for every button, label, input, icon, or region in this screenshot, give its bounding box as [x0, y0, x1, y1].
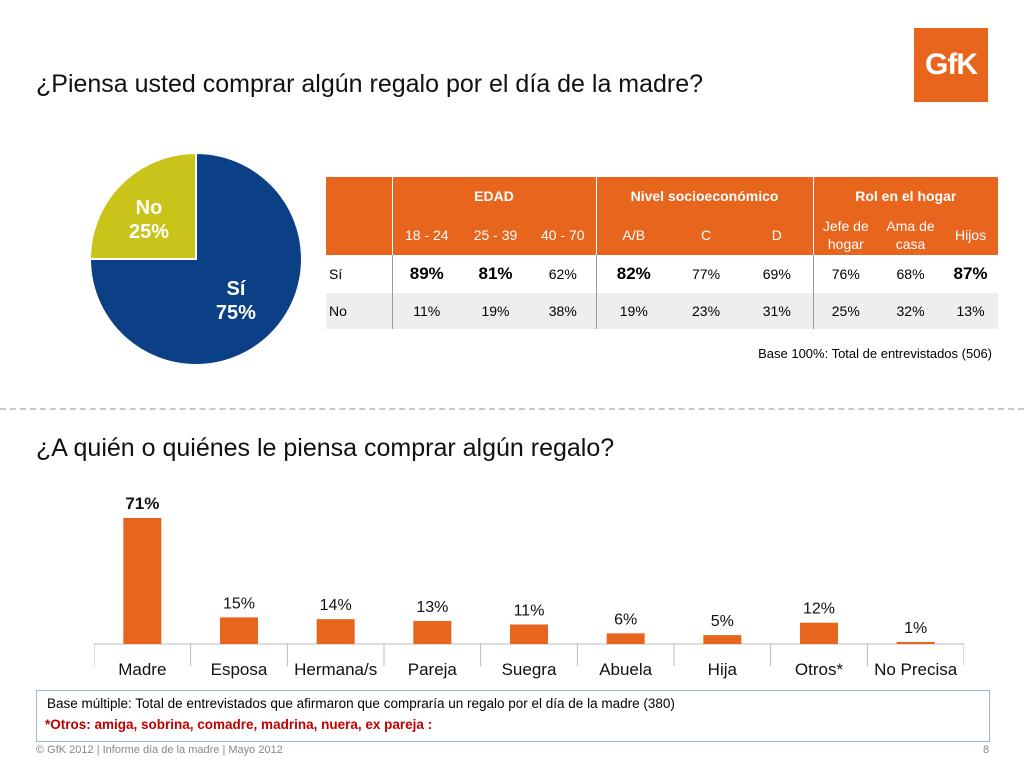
table-cell: 89%	[409, 264, 444, 283]
table-col-header: D	[741, 215, 814, 255]
pie-value-label: 25%	[129, 221, 169, 243]
bar-category-label: Hermana/s	[294, 660, 377, 679]
table-cell: 82%	[616, 264, 651, 283]
table-cell: 76%	[831, 266, 860, 282]
table-group-rol: Rol en el hogar	[813, 177, 999, 215]
table-cell: 62%	[530, 255, 597, 293]
bar-category-label: Pareja	[408, 660, 458, 679]
table-col-header: A/B	[596, 215, 672, 255]
base-multiple-note: Base múltiple: Total de entrevistados qu…	[47, 696, 675, 711]
table-col-header: Jefe de hogar	[813, 215, 879, 255]
question-1-title: ¿Piensa usted comprar algún regalo por e…	[36, 70, 704, 98]
table-col-header: 25 - 39	[461, 215, 530, 255]
gfk-logo-text: GfK	[925, 48, 978, 81]
table-row: No 11% 19% 38% 19% 23% 31% 25% 32% 13%	[326, 293, 999, 329]
table-cell: 87%	[953, 264, 988, 283]
bar-value-label: 6%	[614, 611, 637, 628]
table-cell: 19%	[461, 293, 530, 329]
row-label: No	[326, 293, 393, 329]
bar	[413, 620, 452, 644]
bar-category-label: Hija	[708, 660, 738, 679]
copyright: © GfK 2012 | Informe día de la madre | M…	[36, 744, 283, 756]
bar	[606, 633, 645, 644]
bar-value-label: 71%	[125, 494, 159, 513]
notes-box: Base múltiple: Total de entrevistados qu…	[36, 690, 990, 742]
table-group-edad: EDAD	[392, 177, 597, 215]
pie-label: Sí	[226, 278, 246, 300]
bar-category-label: Abuela	[599, 660, 652, 679]
bar	[316, 619, 355, 644]
pie-slice-no	[88, 151, 197, 260]
table-col-header: Hijos	[943, 215, 999, 255]
table-col-header: C	[671, 215, 742, 255]
bar-value-label: 13%	[416, 599, 448, 616]
bar-value-label: 15%	[223, 595, 255, 612]
base-note: Base 100%: Total de entrevistados (506)	[758, 346, 992, 361]
table-cell: 25%	[813, 293, 879, 329]
bar-chart: 71% Madre 15% Esposa 14% Hermana/s 13% Pareja 11…	[94, 494, 964, 679]
pie-slice-si	[88, 151, 303, 366]
table-cell: 19%	[596, 293, 672, 329]
table-cell: 77%	[692, 266, 721, 282]
table-cell: 13%	[943, 293, 999, 329]
bar-category-label: No Precisa	[874, 660, 958, 679]
bar-value-label: 5%	[711, 613, 734, 630]
bar-value-label: 1%	[904, 620, 927, 637]
table-cell: 23%	[671, 293, 742, 329]
table-cell: 69%	[741, 255, 814, 293]
table-corner	[326, 177, 393, 255]
table-cell: 32%	[878, 293, 944, 329]
gfk-logo: GfK	[914, 28, 988, 102]
table-cell: 81%	[478, 264, 513, 283]
table-row: Sí 89% 81% 62% 82% 77% 69% 76% 68% 87%	[326, 255, 998, 293]
section-divider	[0, 408, 1024, 410]
bar-category-label: Otros*	[795, 660, 844, 679]
table-cell: 11%	[392, 293, 461, 329]
table-cell: 38%	[530, 293, 597, 329]
bar-value-label: 12%	[803, 601, 835, 618]
bar	[800, 622, 838, 644]
bar	[896, 642, 935, 644]
survey-table: EDAD Nivel socioeconómico Rol en el hoga…	[326, 177, 999, 329]
bar	[703, 635, 742, 644]
pie-value-label: 75%	[216, 302, 256, 324]
question-2-title: ¿A quién o quiénes le piensa comprar alg…	[36, 434, 615, 462]
table-col-header: 40 - 70	[530, 215, 597, 255]
otros-note: *Otros: amiga, sobrina, comadre, madrina…	[45, 717, 433, 732]
bar-value-label: 11%	[514, 602, 545, 619]
bar	[510, 624, 548, 644]
table-cell: 68%	[896, 266, 925, 282]
bar-category-label: Esposa	[211, 660, 268, 679]
table-cell: 31%	[741, 293, 814, 329]
table-col-header: Ama de casa	[878, 215, 944, 255]
bar	[220, 617, 258, 644]
pie-label: No	[136, 197, 163, 219]
row-label: Sí	[326, 255, 393, 293]
bar	[123, 518, 162, 644]
bar-category-label: Madre	[118, 660, 166, 679]
table-group-nivel: Nivel socioeconómico	[596, 177, 814, 215]
table-col-header: 18 - 24	[392, 215, 461, 255]
page-number: 8	[983, 744, 990, 756]
bar-value-label: 14%	[320, 597, 352, 614]
bar-category-label: Suegra	[502, 660, 557, 679]
